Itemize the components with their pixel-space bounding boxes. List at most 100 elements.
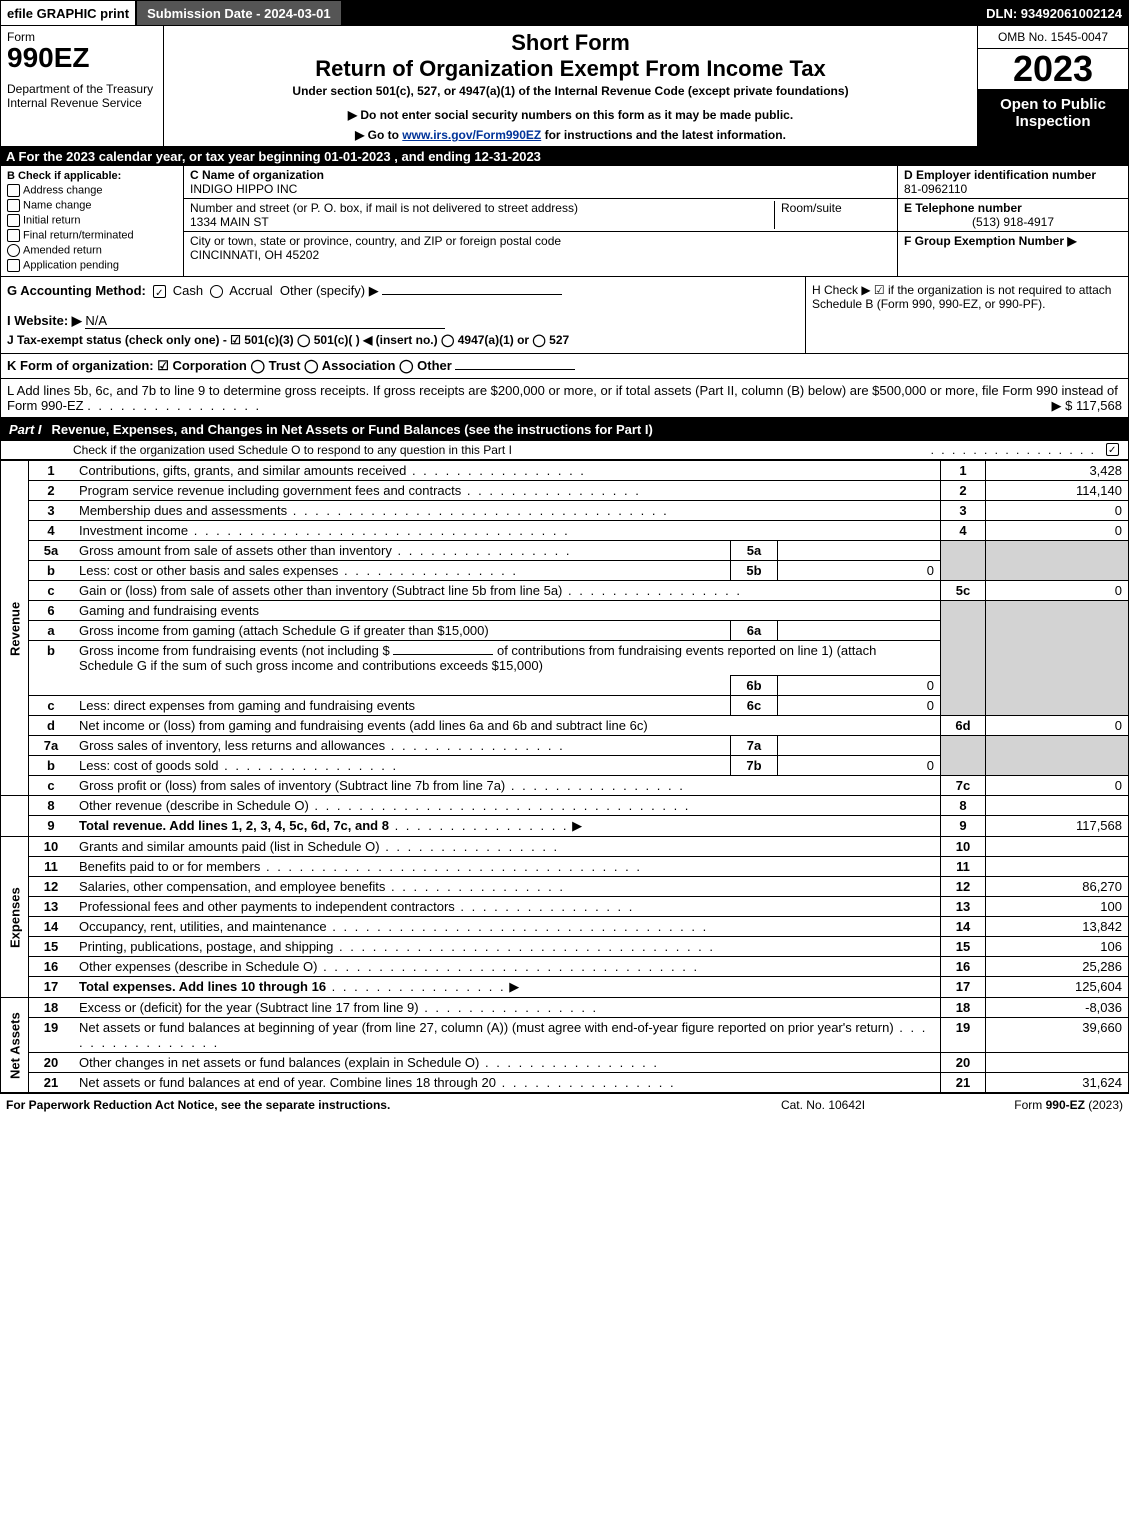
lbl-initial-return: Initial return	[23, 214, 80, 226]
l7c-col: 7c	[941, 776, 986, 796]
l6a-m: 6a	[731, 621, 778, 641]
ein-value: 81-0962110	[904, 182, 967, 196]
l20-amt	[986, 1053, 1129, 1073]
omb-number: OMB No. 1545-0047	[978, 26, 1128, 49]
d-ein-label: D Employer identification number	[904, 168, 1096, 182]
lines-table: Revenue 1 Contributions, gifts, grants, …	[0, 460, 1129, 1093]
l2-amt: 114,140	[986, 481, 1129, 501]
l2-col: 2	[941, 481, 986, 501]
website-value: N/A	[85, 313, 107, 328]
chk-name-change[interactable]	[7, 199, 20, 212]
efile-label[interactable]: efile GRAPHIC print	[1, 1, 137, 25]
dln-label: DLN: 93492061002124	[980, 6, 1128, 21]
l6c-m: 6c	[731, 696, 778, 716]
lbl-cash: Cash	[173, 283, 203, 298]
i-label: I Website: ▶	[7, 313, 82, 328]
header-center: Short Form Return of Organization Exempt…	[164, 26, 977, 146]
l2-num: 2	[29, 481, 74, 501]
section-def: D Employer identification number 81-0962…	[897, 166, 1128, 276]
l19-num: 19	[29, 1018, 74, 1053]
l9-amt: 117,568	[986, 816, 1129, 837]
l20-desc: Other changes in net assets or fund bala…	[79, 1055, 479, 1070]
l6c-mv: 0	[778, 696, 941, 716]
other-specify-input[interactable]	[382, 294, 562, 295]
l17-amt: 125,604	[986, 977, 1129, 998]
l14-col: 14	[941, 917, 986, 937]
l19-col: 19	[941, 1018, 986, 1053]
l15-desc: Printing, publications, postage, and shi…	[79, 939, 333, 954]
h-text: H Check ▶ ☑ if the organization is not r…	[812, 283, 1111, 311]
chk-accrual[interactable]	[210, 285, 223, 298]
l10-amt	[986, 837, 1129, 857]
l10-num: 10	[29, 837, 74, 857]
l8-amt	[986, 796, 1129, 816]
lbl-name-change: Name change	[23, 199, 92, 211]
l6d-col: 6d	[941, 716, 986, 736]
l6c-num: c	[29, 696, 74, 716]
l-amount: ▶ $ 117,568	[1052, 398, 1122, 414]
l7c-desc: Gross profit or (loss) from sales of inv…	[79, 778, 505, 793]
org-address: 1334 MAIN ST	[190, 215, 269, 229]
org-city: CINCINNATI, OH 45202	[190, 248, 319, 262]
section-l: L Add lines 5b, 6c, and 7b to line 9 to …	[0, 379, 1129, 418]
section-h: H Check ▶ ☑ if the organization is not r…	[805, 277, 1128, 353]
l8-col: 8	[941, 796, 986, 816]
l7a-desc: Gross sales of inventory, less returns a…	[79, 738, 385, 753]
part1-sub: Check if the organization used Schedule …	[0, 441, 1129, 460]
chk-final-return[interactable]	[7, 229, 20, 242]
side-expenses: Expenses	[1, 837, 29, 998]
l6b-desc1: Gross income from fundraising events (no…	[79, 643, 390, 658]
header-right: OMB No. 1545-0047 2023 Open to Public In…	[977, 26, 1128, 146]
l18-col: 18	[941, 998, 986, 1018]
l18-amt: -8,036	[986, 998, 1129, 1018]
l5c-amt: 0	[986, 581, 1129, 601]
l15-num: 15	[29, 937, 74, 957]
c-room-label: Room/suite	[781, 201, 842, 215]
l15-col: 15	[941, 937, 986, 957]
footer-center: Cat. No. 10642I	[723, 1098, 923, 1112]
chk-initial-return[interactable]	[7, 214, 20, 227]
l9-col: 9	[941, 816, 986, 837]
section-b: B Check if applicable: Address change Na…	[1, 166, 184, 276]
l17-num: 17	[29, 977, 74, 998]
l16-desc: Other expenses (describe in Schedule O)	[79, 959, 317, 974]
chk-cash[interactable]	[153, 285, 166, 298]
l15-amt: 106	[986, 937, 1129, 957]
l4-desc: Investment income	[79, 523, 188, 538]
section-b-label: B Check if applicable:	[7, 170, 177, 182]
lbl-accrual: Accrual	[229, 283, 272, 298]
l4-col: 4	[941, 521, 986, 541]
tax-year: 2023	[978, 49, 1128, 90]
chk-application-pending[interactable]	[7, 259, 20, 272]
l6b-contrib-input[interactable]	[393, 654, 493, 655]
l13-amt: 100	[986, 897, 1129, 917]
header-left: Form 990EZ Department of the Treasury In…	[1, 26, 164, 146]
irs-link[interactable]: www.irs.gov/Form990EZ	[402, 128, 541, 142]
l6b-num: b	[29, 641, 74, 696]
l6a-num: a	[29, 621, 74, 641]
l1-num: 1	[29, 461, 74, 481]
l9-num: 9	[29, 816, 74, 837]
l5a-mv	[778, 541, 941, 561]
part1-title: Revenue, Expenses, and Changes in Net As…	[52, 422, 653, 437]
chk-amended-return[interactable]	[7, 244, 20, 257]
footer-right: Form 990-EZ (2023)	[923, 1098, 1123, 1112]
chk-schedule-o[interactable]	[1106, 443, 1119, 456]
l5b-m: 5b	[731, 561, 778, 581]
l13-num: 13	[29, 897, 74, 917]
ghi-left: G Accounting Method: Cash Accrual Other …	[1, 277, 805, 353]
k-text: K Form of organization: ☑ Corporation ◯ …	[7, 358, 452, 373]
l7b-desc: Less: cost of goods sold	[79, 758, 218, 773]
l16-col: 16	[941, 957, 986, 977]
return-title: Return of Organization Exempt From Incom…	[170, 56, 971, 82]
l5c-col: 5c	[941, 581, 986, 601]
chk-address-change[interactable]	[7, 184, 20, 197]
l5b-mv: 0	[778, 561, 941, 581]
l20-num: 20	[29, 1053, 74, 1073]
l7b-mv: 0	[778, 756, 941, 776]
l13-col: 13	[941, 897, 986, 917]
l17-col: 17	[941, 977, 986, 998]
l6d-desc: Net income or (loss) from gaming and fun…	[79, 718, 648, 733]
k-other-input[interactable]	[455, 369, 575, 370]
lbl-application-pending: Application pending	[23, 259, 119, 271]
